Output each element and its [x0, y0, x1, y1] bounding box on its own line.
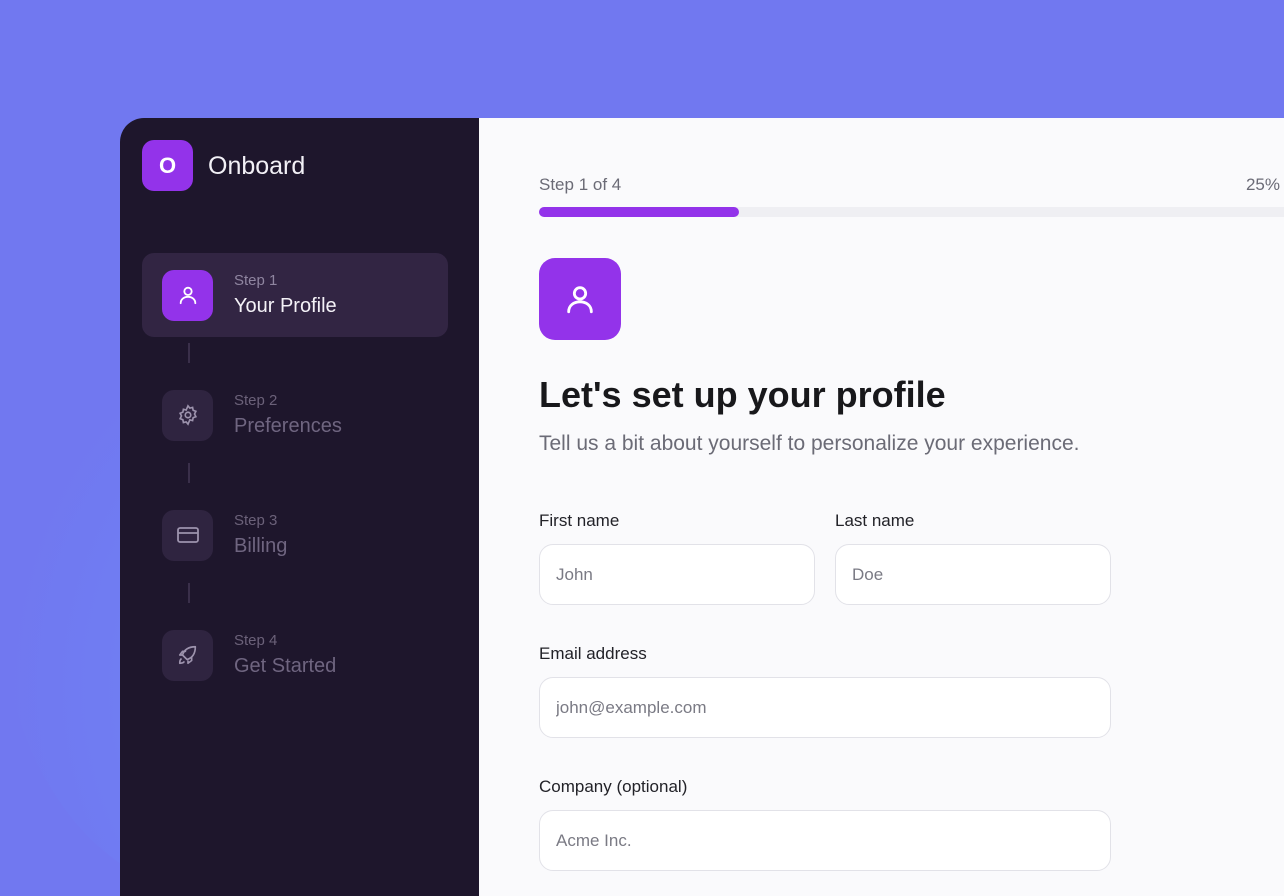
app-name: Onboard — [208, 152, 306, 180]
last-name-input[interactable] — [835, 544, 1111, 605]
step-label: Preferences — [234, 415, 342, 437]
sidebar-step-get-started[interactable]: Step 4 Get Started — [142, 613, 448, 697]
rocket-icon — [162, 629, 213, 681]
step-number: Step 4 — [234, 632, 278, 649]
email-input[interactable] — [539, 677, 1111, 738]
step-number: Step 3 — [234, 512, 278, 529]
step-number: Step 1 — [234, 272, 278, 289]
first-name-input[interactable] — [539, 544, 815, 605]
progress-label: Step 1 of 4 — [539, 175, 622, 194]
page-subtitle: Tell us a bit about yourself to personal… — [539, 432, 1080, 455]
company-label: Company (optional) — [539, 777, 688, 796]
user-icon — [539, 258, 621, 340]
step-connector — [188, 583, 190, 603]
step-label: Your Profile — [234, 295, 337, 317]
main-content: Step 1 of 4 25% Let's set up your profil… — [479, 118, 1284, 896]
step-label: Get Started — [234, 655, 337, 677]
company-input[interactable] — [539, 810, 1111, 871]
step-number: Step 2 — [234, 392, 278, 409]
step-connector — [188, 463, 190, 483]
step-label: Billing — [234, 535, 288, 557]
gear-icon — [162, 389, 213, 441]
sidebar-step-billing[interactable]: Step 3 Billing — [142, 493, 448, 577]
onboarding-window: O Onboard Step 1 Your Profile Step 2 Prefe… — [120, 118, 1284, 896]
sidebar: O Onboard Step 1 Your Profile Step 2 Prefe… — [120, 118, 479, 896]
app-logo: O — [142, 140, 193, 191]
sidebar-step-profile[interactable]: Step 1 Your Profile — [142, 253, 448, 337]
email-label: Email address — [539, 644, 647, 663]
sidebar-step-preferences[interactable]: Step 2 Preferences — [142, 373, 448, 457]
progress-fill — [539, 207, 739, 217]
step-connector — [188, 343, 190, 363]
page-title: Let's set up your profile — [539, 374, 946, 415]
user-icon — [162, 269, 213, 321]
last-name-label: Last name — [835, 511, 915, 530]
credit-card-icon — [162, 509, 213, 561]
progress-bar — [539, 207, 1284, 217]
first-name-label: First name — [539, 511, 620, 530]
progress-percent: 25% — [1245, 175, 1280, 194]
